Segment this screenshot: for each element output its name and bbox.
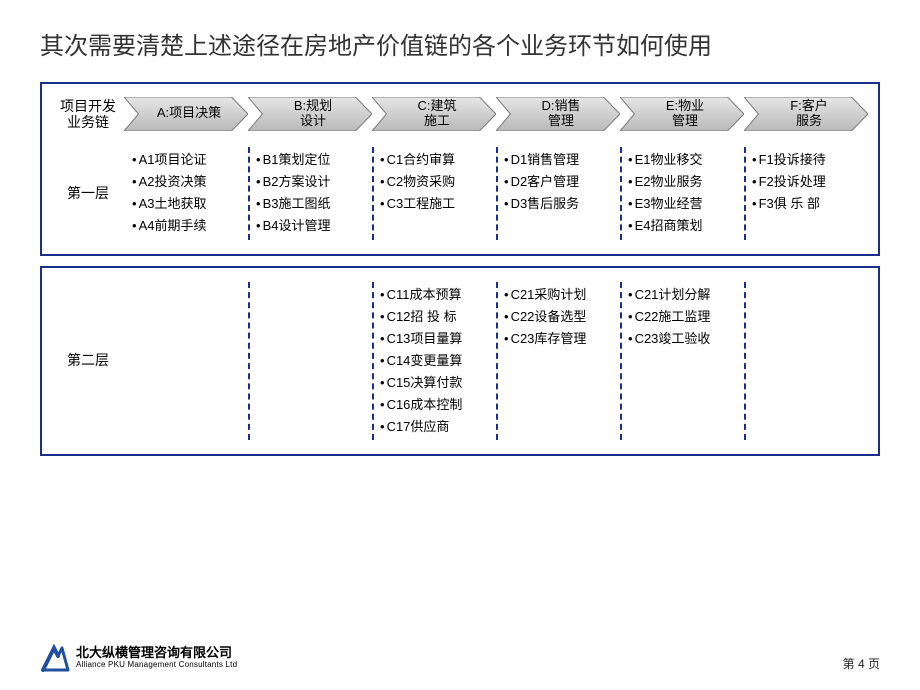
stage-arrow-b: B:规划 设计 xyxy=(248,94,372,134)
list-item: D2客户管理 xyxy=(504,171,616,193)
list-item: E2物业服务 xyxy=(628,171,740,193)
list-item: C15决算付款 xyxy=(380,372,492,394)
list-item: A1项目论证 xyxy=(132,149,244,171)
divider xyxy=(496,282,498,441)
layer-1-label: 第一层 xyxy=(52,143,124,243)
list-item: B3施工图纸 xyxy=(256,193,368,215)
list-item: C17供应商 xyxy=(380,416,492,438)
footer: 北大纵横管理咨询有限公司 Alliance PKU Management Con… xyxy=(40,644,880,672)
divider xyxy=(496,147,498,239)
layer-2-row: 第二层 C11成本预算C12招 投 标C13项目量算C14变更量算C15决算付款… xyxy=(52,278,868,445)
list-item: B1策划定位 xyxy=(256,149,368,171)
stage-label: F:客户 服务 xyxy=(744,97,868,131)
layer2-col-b xyxy=(248,278,372,445)
layer2-col-d: C21采购计划C22设备选型C23库存管理 xyxy=(496,278,620,445)
list-item: C21计划分解 xyxy=(628,284,740,306)
divider xyxy=(248,147,250,239)
stage-arrow-e: E:物业 管理 xyxy=(620,94,744,134)
list-item: C3工程施工 xyxy=(380,193,492,215)
list-item: C1合约审算 xyxy=(380,149,492,171)
stage-label: E:物业 管理 xyxy=(620,97,744,131)
layer1-col-c: C1合约审算C2物资采购C3工程施工 xyxy=(372,143,496,243)
layer2-col-a xyxy=(124,278,248,445)
list-item: C23竣工验收 xyxy=(628,328,740,350)
layer2-col-c: C11成本预算C12招 投 标C13项目量算C14变更量算C15决算付款C16成… xyxy=(372,278,496,445)
stage-label: D:销售 管理 xyxy=(496,97,620,131)
list-item: F2投诉处理 xyxy=(752,171,864,193)
company-name-cn: 北大纵横管理咨询有限公司 xyxy=(76,646,237,660)
stage-arrow-d: D:销售 管理 xyxy=(496,94,620,134)
list-item: F1投诉接待 xyxy=(752,149,864,171)
layer1-col-e: E1物业移交E2物业服务E3物业经营E4招商策划 xyxy=(620,143,744,243)
list-item: D1销售管理 xyxy=(504,149,616,171)
company-name-en: Alliance PKU Management Consultants Ltd xyxy=(76,661,237,670)
layer-1-row: 第一层 A1项目论证A2投资决策A3土地获取A4前期手续 B1策划定位B2方案设… xyxy=(52,143,868,243)
list-item: C11成本预算 xyxy=(380,284,492,306)
page-prefix: 第 xyxy=(843,657,858,671)
list-item: C16成本控制 xyxy=(380,394,492,416)
page-suffix: 页 xyxy=(865,657,880,671)
layer-2-label: 第二层 xyxy=(52,278,124,445)
divider xyxy=(744,282,746,441)
divider xyxy=(372,147,374,239)
list-item: D3售后服务 xyxy=(504,193,616,215)
list-item: C21采购计划 xyxy=(504,284,616,306)
layer2-col-e: C21计划分解C22施工监理C23竣工验收 xyxy=(620,278,744,445)
list-item: C2物资采购 xyxy=(380,171,492,193)
divider xyxy=(620,282,622,441)
stage-label: C:建筑 施工 xyxy=(372,97,496,131)
chain-label: 项目开发 业务链 xyxy=(52,94,124,136)
list-item: A3土地获取 xyxy=(132,193,244,215)
panel-layer-2: 第二层 C11成本预算C12招 投 标C13项目量算C14变更量算C15决算付款… xyxy=(40,266,880,457)
list-item: F3俱 乐 部 xyxy=(752,193,864,215)
stage-arrow-a: A:项目决策 xyxy=(124,94,248,134)
stage-arrow-f: F:客户 服务 xyxy=(744,94,868,134)
divider xyxy=(620,147,622,239)
list-item: C22施工监理 xyxy=(628,306,740,328)
logo-icon xyxy=(40,644,70,672)
slide-title: 其次需要清楚上述途径在房地产价值链的各个业务环节如何使用 xyxy=(40,30,880,64)
list-item: C23库存管理 xyxy=(504,328,616,350)
layer2-col-f xyxy=(744,278,868,445)
divider xyxy=(744,147,746,239)
list-item: B4设计管理 xyxy=(256,215,368,237)
stage-label: A:项目决策 xyxy=(124,97,248,131)
layer1-col-f: F1投诉接待F2投诉处理F3俱 乐 部 xyxy=(744,143,868,243)
list-item: E4招商策划 xyxy=(628,215,740,237)
layer1-col-d: D1销售管理D2客户管理D3售后服务 xyxy=(496,143,620,243)
panel-layer-1: 项目开发 业务链 A:项目决策 B:规划 设计 C:建筑 施工 D:销售 管理 xyxy=(40,82,880,256)
layer1-col-a: A1项目论证A2投资决策A3土地获取A4前期手续 xyxy=(124,143,248,243)
list-item: C13项目量算 xyxy=(380,328,492,350)
list-item: C14变更量算 xyxy=(380,350,492,372)
list-item: C12招 投 标 xyxy=(380,306,492,328)
layer1-col-b: B1策划定位B2方案设计B3施工图纸B4设计管理 xyxy=(248,143,372,243)
list-item: E3物业经营 xyxy=(628,193,740,215)
stage-label: B:规划 设计 xyxy=(248,97,372,131)
list-item: A2投资决策 xyxy=(132,171,244,193)
divider xyxy=(372,282,374,441)
header-row: 项目开发 业务链 A:项目决策 B:规划 设计 C:建筑 施工 D:销售 管理 xyxy=(52,94,868,136)
list-item: A4前期手续 xyxy=(132,215,244,237)
list-item: C22设备选型 xyxy=(504,306,616,328)
list-item: E1物业移交 xyxy=(628,149,740,171)
logo-text: 北大纵横管理咨询有限公司 Alliance PKU Management Con… xyxy=(76,646,237,669)
divider xyxy=(248,282,250,441)
stage-arrow-c: C:建筑 施工 xyxy=(372,94,496,134)
company-logo: 北大纵横管理咨询有限公司 Alliance PKU Management Con… xyxy=(40,644,237,672)
page-number: 第 4 页 xyxy=(843,655,880,672)
list-item: B2方案设计 xyxy=(256,171,368,193)
page-num-value: 4 xyxy=(858,657,865,671)
